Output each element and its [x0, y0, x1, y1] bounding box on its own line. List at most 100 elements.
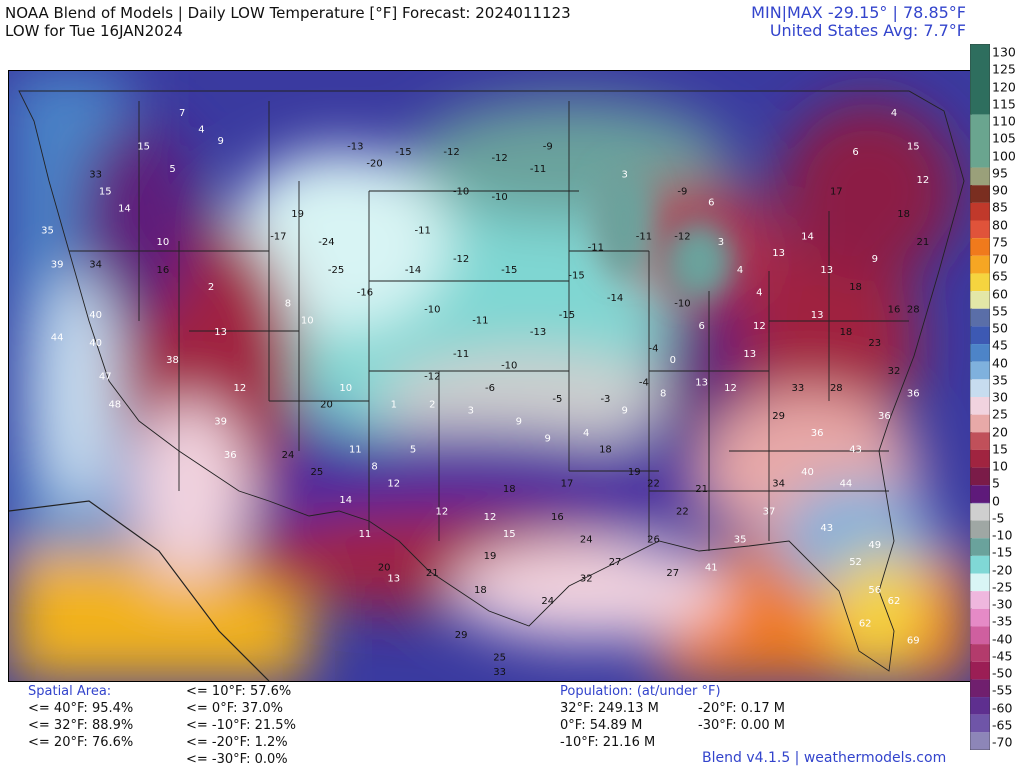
temperature-value-label: 13 [772, 248, 785, 259]
temperature-value-label: 12 [234, 383, 247, 394]
temperature-value-label: 18 [599, 445, 612, 456]
temperature-value-label: 32 [580, 574, 593, 585]
temperature-value-label: 41 [705, 562, 718, 573]
colorbar-tick-label: 70 [992, 251, 1008, 267]
temperature-value-label: -9 [543, 142, 553, 153]
temperature-value-label: 36 [878, 411, 891, 422]
temperature-value-label: 22 [647, 478, 660, 489]
population-item: -30°F: 0.00 M [698, 718, 786, 733]
population-block-2: -20°F: 0.17 M -30°F: 0.00 M [698, 700, 785, 734]
temperature-value-label: 10 [301, 316, 314, 327]
colorbar-band [970, 538, 990, 556]
temperature-value-label: 28 [907, 304, 920, 315]
temperature-value-label: 32 [888, 366, 901, 377]
spatial-item: <= 0°F: 37.0% [186, 701, 283, 716]
temperature-value-label: 12 [724, 383, 737, 394]
temperature-value-label: 10 [157, 237, 170, 248]
temperature-value-label: 19 [484, 551, 497, 562]
spatial-item: <= -10°F: 21.5% [186, 718, 296, 733]
colorbar-tick-label: 110 [992, 113, 1016, 129]
temperature-value-label: 34 [89, 259, 102, 270]
temperature-value-label: -10 [453, 186, 469, 197]
temperature-value-label: 27 [609, 557, 622, 568]
colorbar-band [970, 291, 990, 309]
temperature-field [9, 71, 971, 681]
colorbar-tick-label: -45 [992, 648, 1013, 664]
temperature-value-label: 12 [387, 478, 400, 489]
temperature-value-label: 21 [695, 484, 708, 495]
colorbar-band [970, 361, 990, 380]
temperature-value-label: 35 [734, 534, 747, 545]
temperature-value-label: 9 [872, 254, 878, 265]
temperature-value-label: 9 [621, 405, 627, 416]
colorbar-band [970, 273, 990, 292]
temperature-value-label: 35 [41, 226, 54, 237]
temperature-value-label: -11 [414, 226, 430, 237]
population-title: Population: (at/under °F) [560, 684, 721, 699]
colorbar-band [970, 114, 990, 168]
colorbar-tick-label: 35 [992, 372, 1008, 388]
temperature-value-label: 2 [429, 400, 435, 411]
colorbar-band [970, 255, 990, 274]
colorbar-band [970, 644, 990, 662]
colorbar-tick-label: 5 [992, 475, 1000, 491]
temperature-value-label: 12 [753, 321, 766, 332]
temperature-value-label: -10 [491, 192, 507, 203]
temperature-value-label: 1 [391, 400, 397, 411]
state-borders [9, 90, 965, 681]
colorbar-band [970, 326, 990, 345]
header-left: NOAA Blend of Models | Daily LOW Tempera… [5, 4, 571, 40]
temperature-value-label: 20 [378, 562, 391, 573]
colorbar-band [970, 485, 990, 503]
temperature-value-label: 43 [849, 445, 862, 456]
temperature-value-label: 62 [859, 619, 872, 630]
temperature-value-label: 6 [852, 147, 858, 158]
temperature-value-label: 20 [320, 400, 333, 411]
temperature-value-label: 5 [169, 164, 175, 175]
temperature-value-label: 15 [907, 142, 920, 153]
colorbar-tick-label: -25 [992, 579, 1013, 595]
temperature-value-label: -16 [357, 287, 373, 298]
temperature-value-label: 25 [310, 467, 323, 478]
temperature-value-label: 25 [493, 652, 506, 663]
temperature-value-label: 62 [888, 596, 901, 607]
temperature-value-label: 21 [426, 568, 439, 579]
temperature-value-label: 7 [179, 108, 185, 119]
temperature-value-label: 22 [676, 506, 689, 517]
temperature-value-label: 39 [214, 417, 227, 428]
temperature-value-label: -12 [424, 372, 440, 383]
temperature-value-label: 12 [484, 512, 497, 523]
temperature-value-label: 69 [907, 635, 920, 646]
colorbar-band [970, 661, 990, 680]
colorbar-band [970, 344, 990, 362]
colorbar-tick-label: 100 [992, 148, 1016, 163]
temperature-value-label: 17 [830, 186, 843, 197]
temperature-value-label: 13 [811, 310, 824, 321]
temperature-value-label: 44 [840, 478, 853, 489]
temperature-value-label: 33 [89, 170, 102, 181]
colorbar-tick-label: 60 [992, 286, 1008, 301]
colorbar-tick-label: -65 [992, 717, 1013, 733]
temperature-value-label: 18 [897, 209, 910, 220]
colorbar-tick-label: -40 [992, 631, 1013, 646]
colorbar-tick-label: 125 [992, 61, 1016, 77]
temperature-value-label: 36 [224, 450, 237, 461]
population-item: -20°F: 0.17 M [698, 701, 786, 716]
temperature-value-label: 16 [157, 265, 170, 276]
temperature-value-label: -24 [318, 237, 334, 248]
temperature-value-label: 49 [868, 540, 881, 551]
temperature-value-label: -10 [674, 299, 690, 310]
temperature-value-label: 13 [820, 265, 833, 276]
temperature-value-label: 6 [708, 198, 714, 209]
colorbar-band [970, 44, 990, 115]
temperature-value-label: -15 [501, 265, 517, 276]
temperature-value-label: 13 [387, 574, 400, 585]
colorbar-band [970, 238, 990, 256]
population-item: 32°F: 249.13 M [560, 701, 659, 716]
temperature-value-label: -14 [607, 293, 623, 304]
temperature-value-label: -11 [453, 349, 469, 360]
temperature-value-label: 9 [545, 433, 551, 444]
colorbar-band [970, 697, 990, 715]
lake-field [596, 166, 734, 301]
temperature-value-label: 27 [666, 568, 679, 579]
